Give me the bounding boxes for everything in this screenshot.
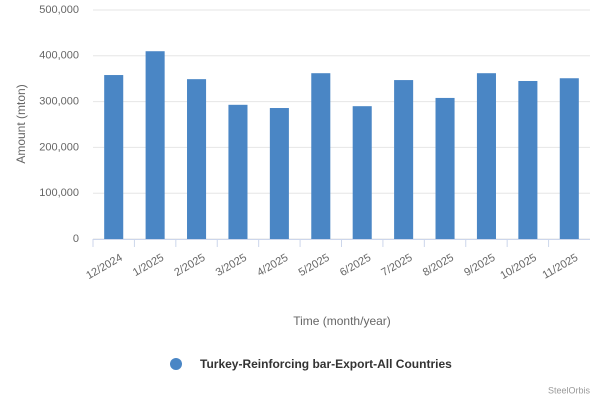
bar: [352, 106, 372, 240]
bar: [435, 97, 455, 239]
x-tick-label: 3/2025: [214, 252, 249, 279]
y-tick-label: 400,000: [39, 50, 79, 62]
x-tick-label: 10/2025: [498, 252, 538, 282]
bar: [518, 80, 538, 240]
x-tick-label: 2/2025: [172, 252, 207, 279]
y-tick-label: 100,000: [39, 187, 79, 199]
x-tick-label: 12/2024: [84, 252, 124, 282]
x-tick-label: 9/2025: [462, 252, 497, 279]
y-axis-title: Amount (mton): [14, 84, 28, 163]
bar: [269, 108, 289, 240]
credit: SteelOrbis: [548, 385, 591, 395]
bar: [104, 75, 124, 239]
bar: [145, 51, 165, 239]
legend-label: Turkey-Reinforcing bar-Export-All Countr…: [200, 357, 452, 371]
bar: [228, 104, 248, 239]
x-tick-label: 5/2025: [297, 252, 332, 279]
bar: [559, 78, 579, 239]
y-tick-label: 0: [73, 233, 79, 245]
x-tick-label: 1/2025: [131, 252, 166, 279]
x-tick-label: 7/2025: [379, 252, 414, 279]
bar: [311, 73, 331, 239]
bar: [476, 73, 496, 239]
legend-marker: [170, 358, 182, 370]
x-tick-label: 11/2025: [541, 252, 581, 282]
y-tick-label: 300,000: [39, 96, 79, 108]
y-tick-label: 200,000: [39, 141, 79, 153]
bar: [394, 80, 414, 239]
x-axis-title: Time (month/year): [293, 314, 391, 328]
x-tick-label: 6/2025: [338, 252, 373, 279]
x-tick-label: 8/2025: [421, 252, 456, 279]
x-tick-label: 4/2025: [255, 252, 290, 279]
bar: [187, 79, 207, 240]
y-tick-label: 500,000: [39, 4, 79, 16]
